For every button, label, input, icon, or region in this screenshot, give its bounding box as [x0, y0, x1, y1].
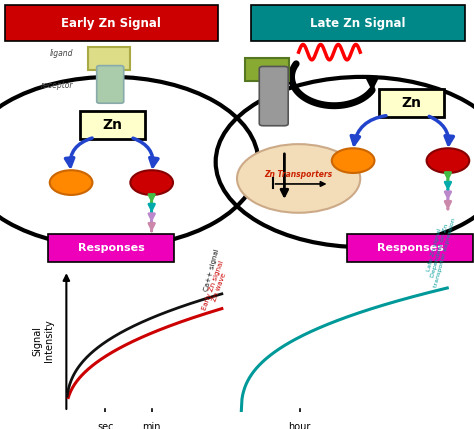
FancyBboxPatch shape [5, 6, 218, 41]
Text: Responses: Responses [78, 243, 145, 253]
Text: Late Zn signal
Dependent on Zn
transporter expression: Late Zn signal Dependent on Zn transport… [422, 214, 457, 288]
FancyBboxPatch shape [80, 111, 145, 139]
Text: min: min [143, 422, 161, 429]
Circle shape [50, 170, 92, 195]
Circle shape [332, 148, 374, 173]
FancyBboxPatch shape [347, 234, 473, 262]
Text: receptor: receptor [41, 81, 73, 90]
FancyBboxPatch shape [245, 58, 289, 81]
Text: Zn: Zn [401, 96, 421, 110]
Ellipse shape [237, 144, 360, 213]
Circle shape [427, 148, 469, 173]
Text: Responses: Responses [377, 243, 443, 253]
Circle shape [130, 170, 173, 195]
FancyBboxPatch shape [259, 66, 288, 126]
Text: ligand: ligand [50, 49, 73, 58]
FancyBboxPatch shape [88, 47, 130, 70]
Text: Late Zn Signal: Late Zn Signal [310, 17, 406, 30]
Text: Early Zn signal
Zn wave: Early Zn signal Zn wave [201, 260, 231, 313]
Text: Signal
Intensity: Signal Intensity [32, 320, 54, 363]
FancyBboxPatch shape [251, 6, 465, 41]
Text: Zn: Zn [102, 118, 122, 132]
Text: hour: hour [288, 422, 311, 429]
FancyBboxPatch shape [97, 66, 124, 103]
FancyBboxPatch shape [379, 89, 444, 117]
Text: Ca++ signal: Ca++ signal [203, 248, 221, 293]
FancyBboxPatch shape [48, 234, 174, 262]
Text: Zn Transporters: Zn Transporters [264, 170, 333, 179]
Text: sec: sec [97, 422, 113, 429]
Text: Early Zn Signal: Early Zn Signal [62, 17, 161, 30]
